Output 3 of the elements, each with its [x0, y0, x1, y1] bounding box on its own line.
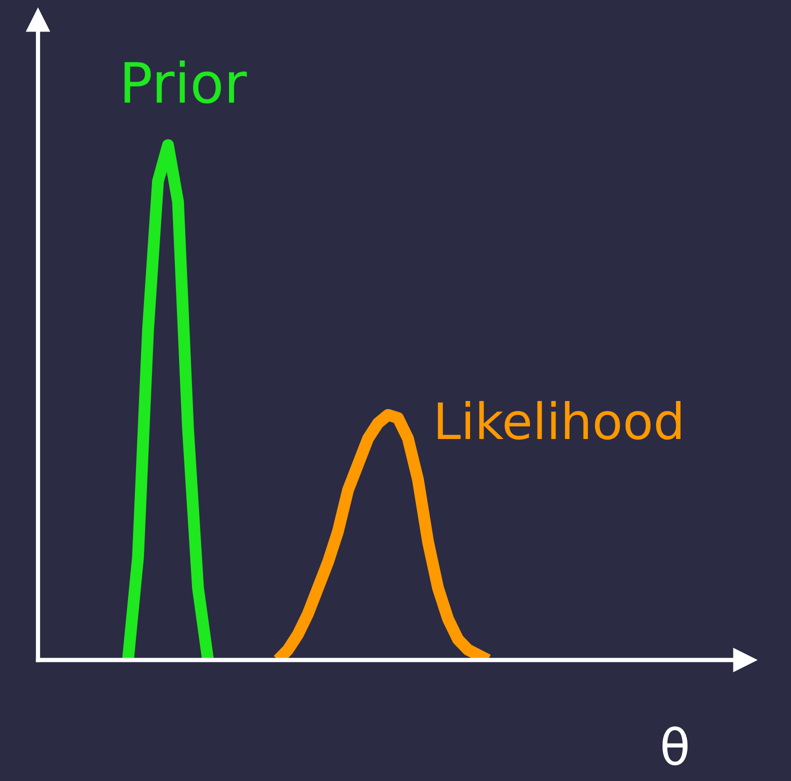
series-label: Likelihood: [438, 401, 680, 440]
series-label: Prior: [124, 60, 247, 104]
x-axis-title: θ: [662, 726, 688, 766]
